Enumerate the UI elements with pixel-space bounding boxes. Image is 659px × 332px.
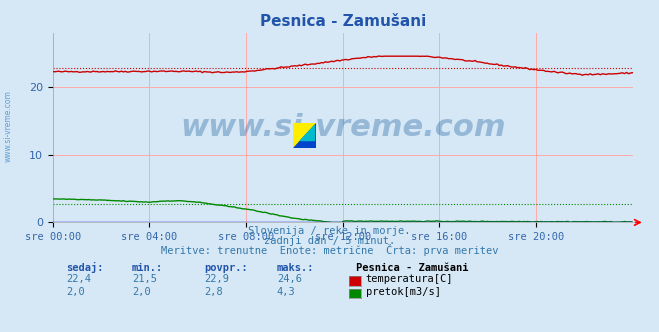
Text: zadnji dan / 5 minut.: zadnji dan / 5 minut. (264, 236, 395, 246)
Text: 24,6: 24,6 (277, 274, 302, 284)
Text: maks.:: maks.: (277, 263, 314, 273)
Text: www.si-vreme.com: www.si-vreme.com (180, 113, 505, 142)
Text: 22,4: 22,4 (66, 274, 91, 284)
Text: Pesnica - Zamušani: Pesnica - Zamušani (356, 263, 469, 273)
Text: 2,0: 2,0 (66, 287, 84, 297)
Text: povpr.:: povpr.: (204, 263, 248, 273)
Text: 2,0: 2,0 (132, 287, 150, 297)
Text: pretok[m3/s]: pretok[m3/s] (366, 287, 441, 297)
Text: 21,5: 21,5 (132, 274, 157, 284)
Text: Slovenija / reke in morje.: Slovenija / reke in morje. (248, 226, 411, 236)
Text: min.:: min.: (132, 263, 163, 273)
Title: Pesnica - Zamušani: Pesnica - Zamušani (260, 14, 426, 29)
Text: Meritve: trenutne  Enote: metrične  Črta: prva meritev: Meritve: trenutne Enote: metrične Črta: … (161, 244, 498, 256)
Polygon shape (293, 123, 316, 148)
Text: temperatura[C]: temperatura[C] (366, 274, 453, 284)
Text: sedaj:: sedaj: (66, 262, 103, 273)
Polygon shape (293, 123, 316, 148)
Text: www.si-vreme.com: www.si-vreme.com (3, 90, 13, 162)
Text: 4,3: 4,3 (277, 287, 295, 297)
Text: 22,9: 22,9 (204, 274, 229, 284)
Polygon shape (300, 125, 314, 140)
Text: 2,8: 2,8 (204, 287, 223, 297)
